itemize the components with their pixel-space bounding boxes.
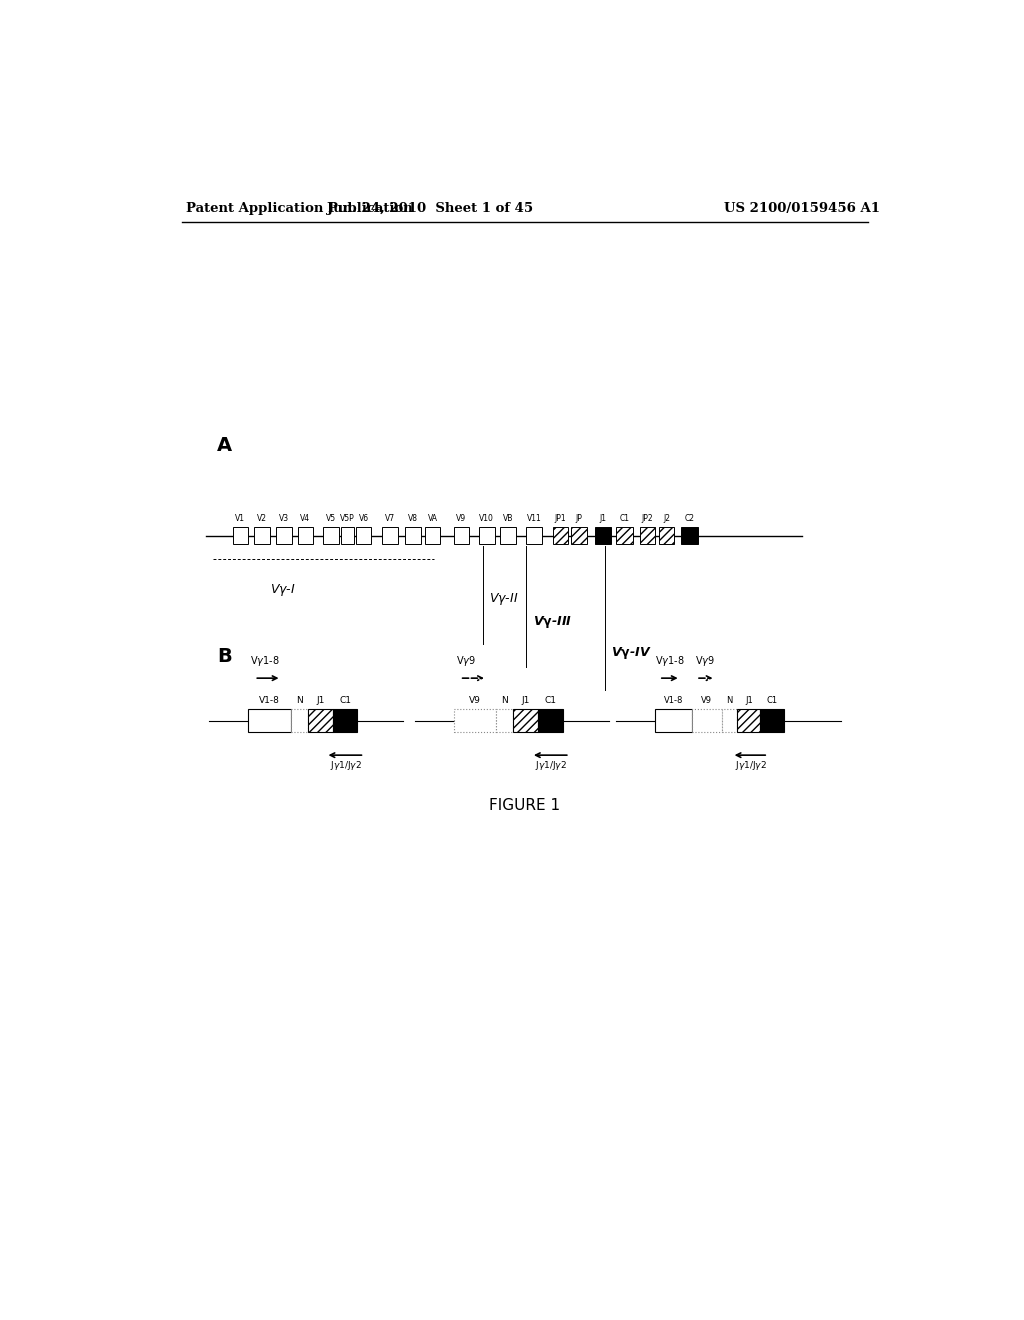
Text: J$\gamma$1/J$\gamma$2: J$\gamma$1/J$\gamma$2 <box>735 759 767 772</box>
Bar <box>761 709 783 733</box>
Bar <box>496 709 513 733</box>
Text: Patent Application Publication: Patent Application Publication <box>186 202 413 215</box>
Bar <box>595 527 611 544</box>
Bar <box>692 709 722 733</box>
Bar <box>425 527 440 544</box>
Text: V$\gamma$-I: V$\gamma$-I <box>270 582 296 598</box>
Bar <box>254 527 270 544</box>
Text: C1: C1 <box>339 696 351 705</box>
Bar <box>616 527 633 544</box>
Text: J2: J2 <box>664 515 670 524</box>
Text: A: A <box>217 436 232 454</box>
Text: V5: V5 <box>326 515 336 524</box>
Text: V10: V10 <box>479 515 495 524</box>
Text: J1: J1 <box>600 515 606 524</box>
Bar <box>571 527 587 544</box>
Text: J1: J1 <box>521 696 529 705</box>
Text: V11: V11 <box>526 515 542 524</box>
Text: V$\gamma$9: V$\gamma$9 <box>456 655 476 668</box>
Text: V1-8: V1-8 <box>259 696 280 705</box>
Text: V$\mathbf{\gamma}$-IV: V$\mathbf{\gamma}$-IV <box>611 645 651 661</box>
Text: V1-8: V1-8 <box>664 696 683 705</box>
Text: Jun. 24, 2010  Sheet 1 of 45: Jun. 24, 2010 Sheet 1 of 45 <box>328 202 534 215</box>
Text: V9: V9 <box>456 515 466 524</box>
Text: V6: V6 <box>358 515 369 524</box>
Bar <box>341 527 353 544</box>
Bar <box>298 527 313 544</box>
Bar <box>500 527 515 544</box>
Bar <box>454 527 469 544</box>
Text: VA: VA <box>428 515 437 524</box>
Text: J1: J1 <box>316 696 325 705</box>
Text: C2: C2 <box>685 515 695 524</box>
Text: V1: V1 <box>236 515 246 524</box>
Bar <box>658 527 675 544</box>
Text: JP2: JP2 <box>641 515 653 524</box>
Text: V8: V8 <box>409 515 418 524</box>
Text: V$\gamma$1-8: V$\gamma$1-8 <box>251 655 281 668</box>
Bar <box>382 527 397 544</box>
Text: V5P: V5P <box>340 515 354 524</box>
Bar <box>681 527 698 544</box>
Bar <box>640 527 655 544</box>
Text: J1: J1 <box>744 696 753 705</box>
Text: J$\gamma$1/J$\gamma$2: J$\gamma$1/J$\gamma$2 <box>535 759 567 772</box>
Text: N: N <box>726 696 732 705</box>
Text: V9: V9 <box>469 696 480 705</box>
Text: V9: V9 <box>701 696 713 705</box>
Bar <box>232 527 248 544</box>
Text: JP1: JP1 <box>555 515 566 524</box>
Bar <box>308 709 333 733</box>
Bar <box>454 709 496 733</box>
Bar <box>479 527 495 544</box>
Bar <box>737 709 761 733</box>
Text: J$\gamma$1/J$\gamma$2: J$\gamma$1/J$\gamma$2 <box>330 759 361 772</box>
Text: B: B <box>217 647 231 667</box>
Text: C1: C1 <box>766 696 777 705</box>
Bar <box>291 709 308 733</box>
Bar <box>722 709 737 733</box>
Text: FIGURE 1: FIGURE 1 <box>489 797 560 813</box>
Bar <box>406 527 421 544</box>
Text: JP: JP <box>575 515 583 524</box>
Text: V$\gamma$-II: V$\gamma$-II <box>489 591 518 607</box>
Bar <box>538 709 563 733</box>
Text: V$\mathbf{\gamma}$-III: V$\mathbf{\gamma}$-III <box>532 614 571 630</box>
Bar <box>513 709 538 733</box>
Text: V$\gamma$1-8: V$\gamma$1-8 <box>655 655 685 668</box>
Bar <box>356 527 372 544</box>
Bar <box>248 709 291 733</box>
Bar <box>526 527 542 544</box>
Text: N: N <box>502 696 508 705</box>
Text: V7: V7 <box>385 515 395 524</box>
Text: VB: VB <box>503 515 513 524</box>
Text: V4: V4 <box>300 515 310 524</box>
Bar <box>655 709 692 733</box>
Text: C1: C1 <box>620 515 630 524</box>
Text: N: N <box>296 696 303 705</box>
Bar <box>276 527 292 544</box>
Text: C1: C1 <box>545 696 556 705</box>
Bar <box>333 709 357 733</box>
Text: US 2100/0159456 A1: US 2100/0159456 A1 <box>724 202 881 215</box>
Bar <box>553 527 568 544</box>
Text: V$\gamma$9: V$\gamma$9 <box>694 655 715 668</box>
Text: V3: V3 <box>279 515 289 524</box>
Bar <box>324 527 339 544</box>
Text: V2: V2 <box>257 515 267 524</box>
